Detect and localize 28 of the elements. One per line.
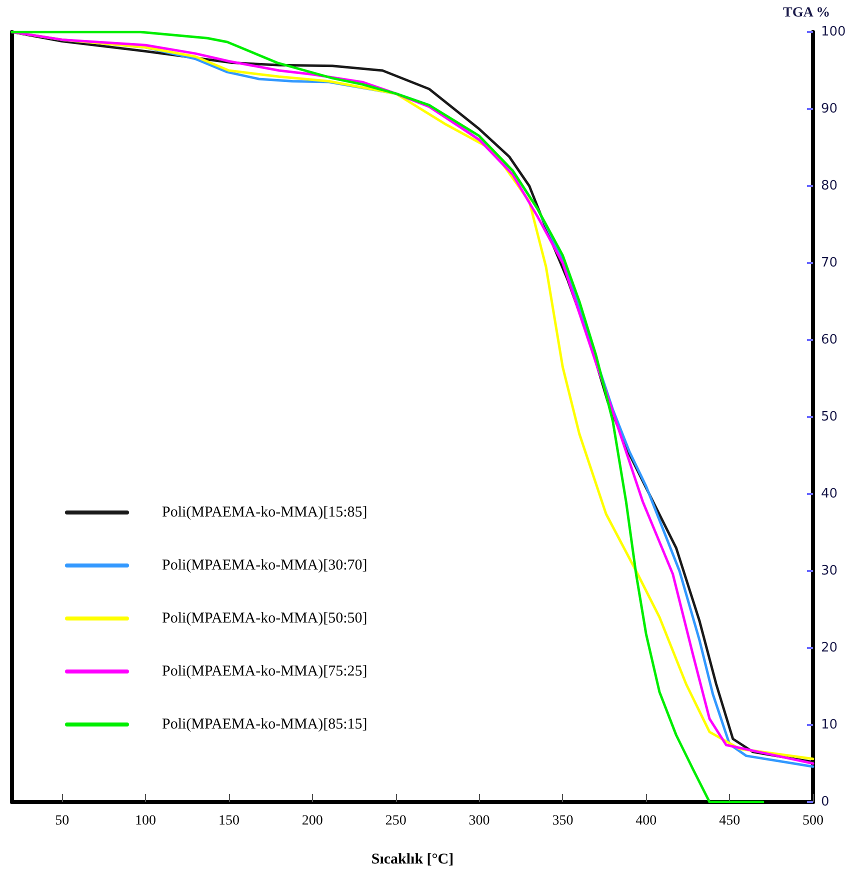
x-tick-label: 50 (55, 814, 70, 828)
y-tick-label: 60 (821, 332, 838, 348)
y-tick-label: 70 (821, 256, 838, 270)
x-tick-label: 200 (302, 814, 323, 828)
y-tick-label: 100 (821, 24, 846, 40)
y-tick-label: 20 (821, 640, 838, 656)
y-tick-label: 0 (821, 794, 830, 810)
x-tick-label: 500 (802, 814, 824, 828)
x-tick-label: 250 (385, 814, 406, 828)
x-tick-label: 150 (218, 814, 240, 828)
x-tick-label: 300 (468, 814, 490, 828)
y-tick-label: 10 (821, 718, 838, 732)
x-tick-label: 400 (636, 814, 657, 828)
legend-label: Poli(MPAEMA-ko-MMA)[15:85] (162, 504, 368, 520)
x-tick-label: 450 (719, 814, 740, 828)
legend-label: Poli(MPAEMA-ko-MMA)[30:70] (162, 558, 368, 574)
x-tick-label: 350 (552, 814, 574, 828)
y-axis-title: TGA % (783, 6, 830, 20)
y-tick-label: 50 (821, 410, 838, 424)
y-tick-label: 40 (821, 486, 838, 502)
legend-label: Poli(MPAEMA-ko-MMA)[75:25] (162, 664, 368, 680)
x-tick-label: 100 (135, 814, 156, 828)
y-tick-label: 90 (821, 102, 838, 116)
y-tick-label: 80 (821, 178, 838, 194)
y-tick-label: 30 (821, 564, 838, 578)
legend-label: Poli(MPAEMA-ko-MMA)[85:15] (162, 716, 368, 732)
legend-label: Poli(MPAEMA-ko-MMA)[50:50] (162, 610, 368, 626)
x-axis-title: Sıcaklık [°C] (371, 852, 454, 868)
